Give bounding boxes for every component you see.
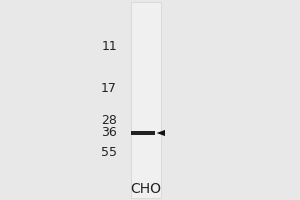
Text: 17: 17 [101, 82, 117, 95]
Bar [130, 2, 160, 198]
Polygon shape [157, 130, 165, 136]
Bar [130, 131, 154, 135]
Text: 36: 36 [101, 127, 117, 140]
Text: 55: 55 [101, 146, 117, 160]
Text: CHO: CHO [130, 182, 161, 196]
Text: 11: 11 [101, 40, 117, 53]
Text: 28: 28 [101, 114, 117, 128]
